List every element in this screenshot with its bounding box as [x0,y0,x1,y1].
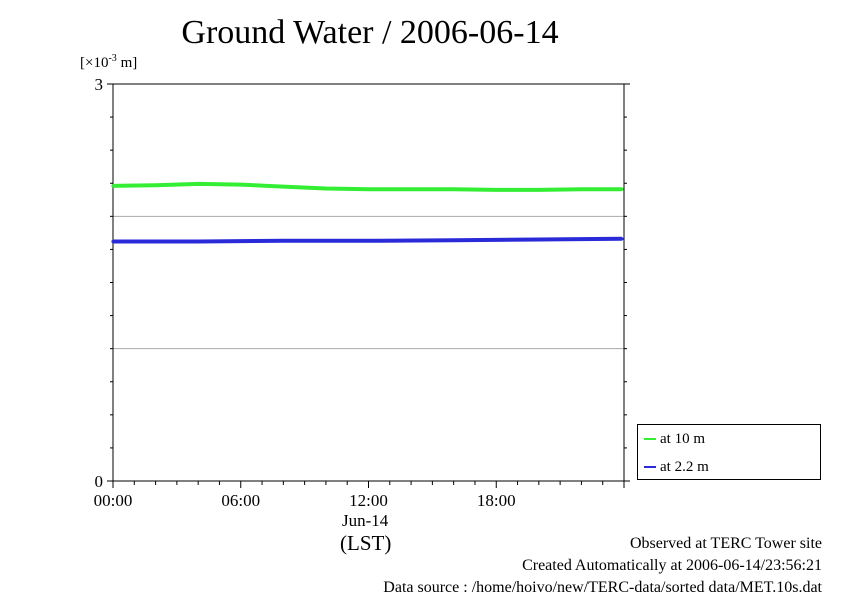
footer-observed: Observed at TERC Tower site [629,535,822,552]
series-0-point-3 [239,182,243,187]
series-0-point-4 [281,184,285,189]
series-0-point-6 [366,187,371,191]
series-0-point-12 [620,187,624,191]
legend-item-10m: at 10 m [644,429,705,449]
series-0-point-2 [196,182,200,186]
y-tick-label-1: 3 [95,75,104,94]
series-0-point-1 [153,183,158,187]
series-1-point-1 [196,239,200,244]
series-1-point-3 [366,239,371,243]
series-0-point-7 [409,187,413,191]
series-0-point-8 [452,187,456,191]
series-1-point-0 [111,239,115,244]
y-tick-label-0: 0 [95,472,104,491]
legend-swatch-2-2m [644,466,656,468]
legend-item-2-2m: at 2.2 m [644,457,709,477]
footer-source: Data source : /home/hoivo/new/TERC-data/… [383,579,822,596]
x-tick-label-2: 12:00 [349,491,388,510]
series-1-point-2 [281,239,285,243]
series-1-point-6 [620,237,624,241]
series-0-point-11 [579,187,584,191]
plot-frame [112,83,625,482]
legend-label-10m: at 10 m [660,430,705,447]
unit-exponent: -3 [108,53,117,64]
x-tick-label-0: 00:00 [94,491,133,510]
footer-notes: Observed at TERC Tower site Created Auto… [383,533,822,599]
series-0-point-9 [494,188,498,192]
x-tick-label-1: 06:00 [221,491,260,510]
date-label: Jun-14 [342,511,389,530]
series-1-point-4 [452,238,456,242]
y-unit-label: [×10-3 m] [80,53,137,72]
series-0-point-0 [111,184,115,188]
x-tick-label-3: 18:00 [477,491,516,510]
legend-label-2-2m: at 2.2 m [660,458,709,475]
series-0-point-10 [537,188,541,192]
series-0-point-5 [324,186,328,191]
footer-created: Created Automatically at 2006-06-14/23:5… [522,557,822,574]
timezone-label: (LST) [340,531,392,555]
series-1-point-5 [537,237,541,242]
legend: at 10 m at 2.2 m [637,424,821,480]
chart-title: Ground Water / 2006-06-14 [181,14,559,51]
unit-suffix: m] [116,55,138,71]
legend-swatch-10m [644,438,656,440]
unit-prefix: [×10 [80,55,109,71]
